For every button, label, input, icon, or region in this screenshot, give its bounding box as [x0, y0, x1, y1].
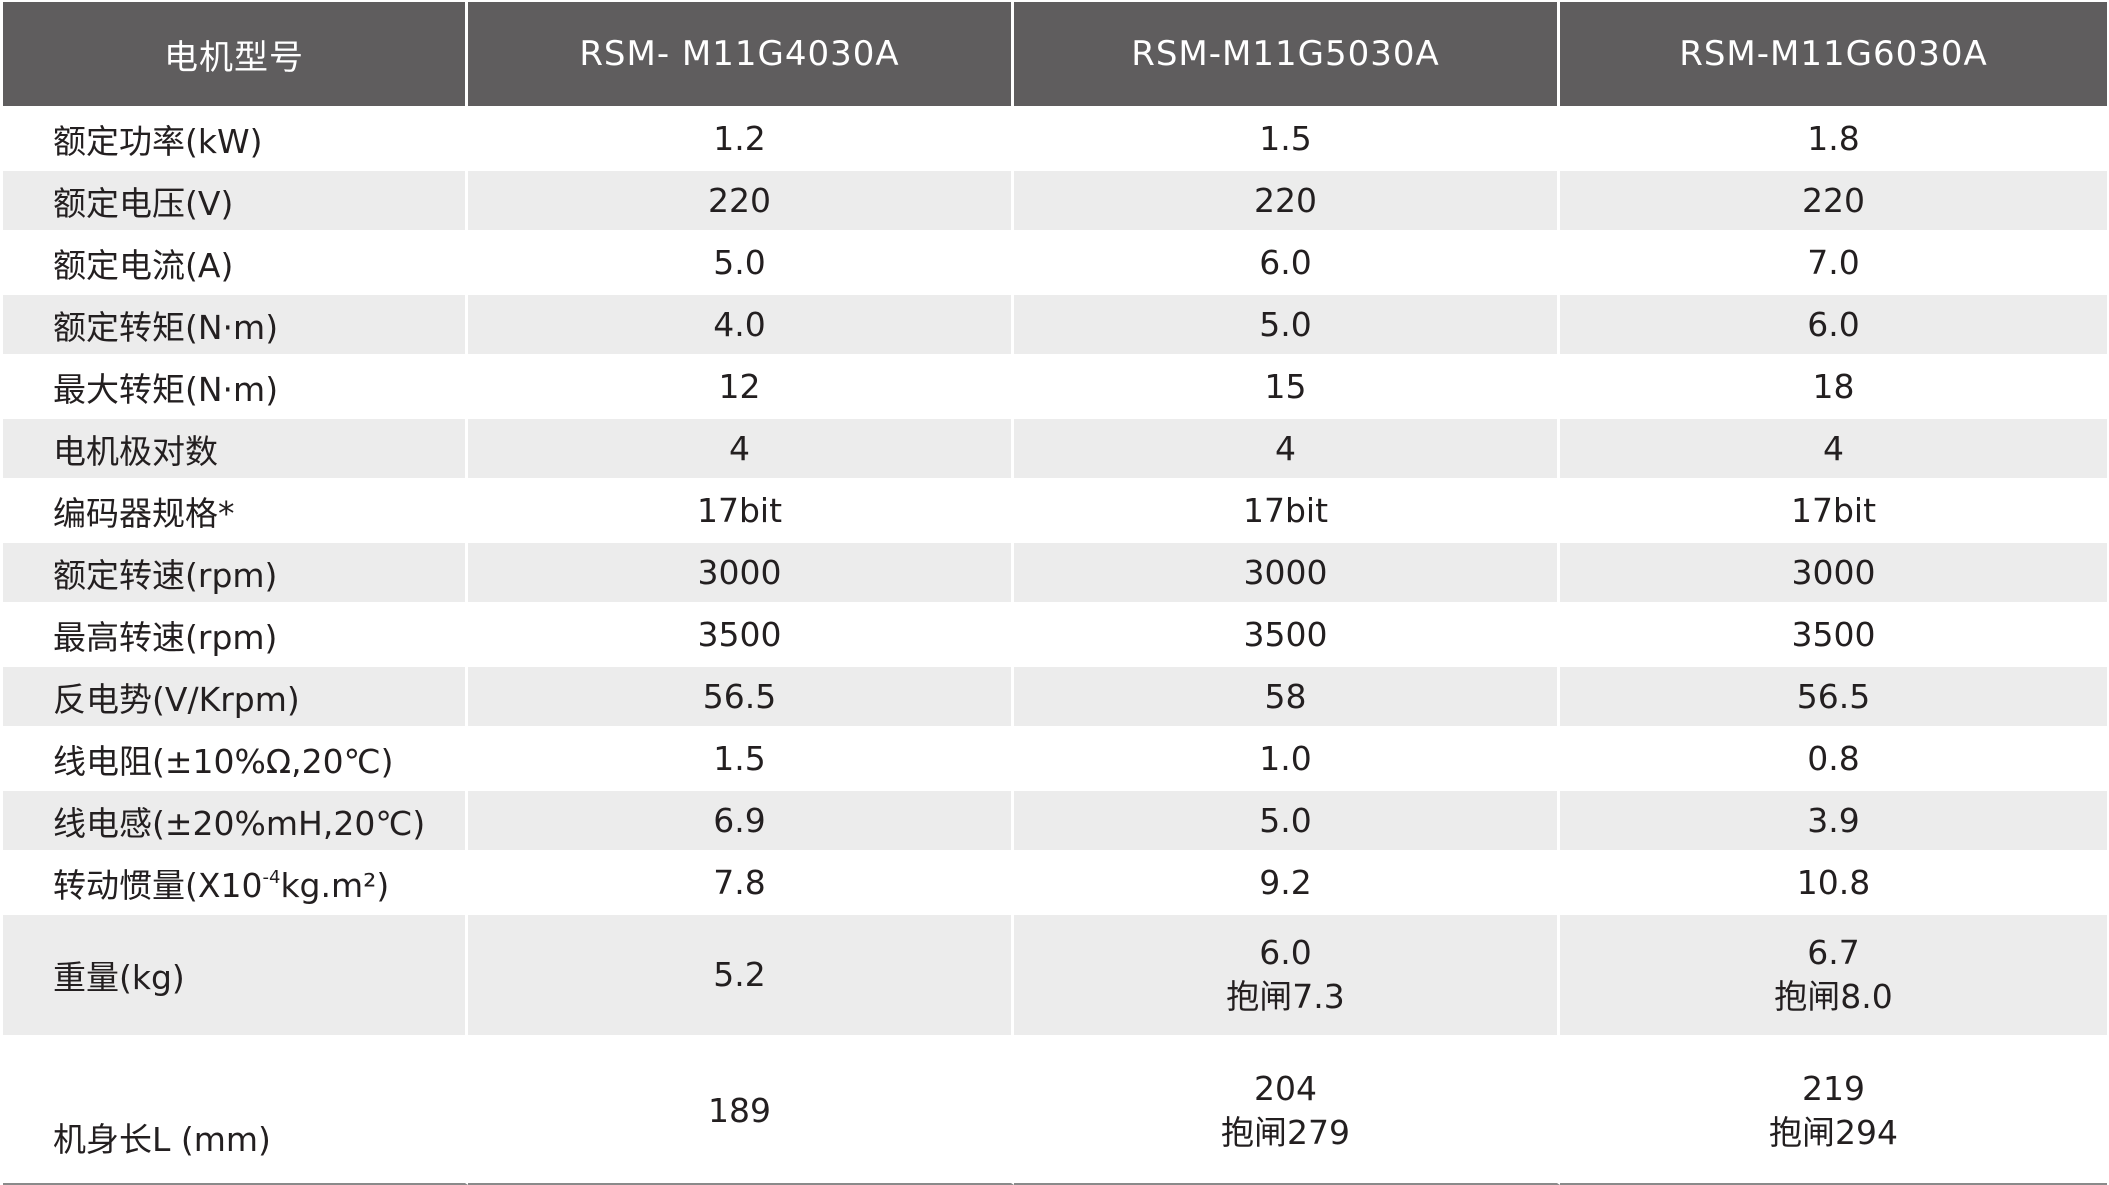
- row-label: 额定电压(V): [3, 168, 468, 230]
- cell-value: 58: [1014, 664, 1560, 726]
- table-row: 编码器规格* 17bit 17bit 17bit: [3, 478, 2107, 540]
- row-label: 重量(kg): [3, 912, 468, 1035]
- cell-value: 189: [468, 1035, 1014, 1185]
- cell-value: 17bit: [1560, 478, 2107, 540]
- cell-value: 17bit: [1014, 478, 1560, 540]
- cell-value: 5.0: [1014, 292, 1560, 354]
- table-row: 反电势(V/Krpm) 56.5 58 56.5: [3, 664, 2107, 726]
- table-row: 线电阻(±10%Ω,20℃) 1.5 1.0 0.8: [3, 726, 2107, 788]
- table-row: 最高转速(rpm) 3500 3500 3500: [3, 602, 2107, 664]
- row-label: 额定电流(A): [3, 230, 468, 292]
- cell-value: 3500: [1560, 602, 2107, 664]
- header-model-3: RSM-M11G6030A: [1560, 2, 2107, 106]
- cell-value: 5.0: [1014, 788, 1560, 850]
- cell-value: 3500: [1014, 602, 1560, 664]
- table-row: 最大转矩(N·m) 12 15 18: [3, 354, 2107, 416]
- cell-value: 17bit: [468, 478, 1014, 540]
- table-row: 机身长L (mm) 189 204 抱闸279 219 抱闸294: [3, 1035, 2107, 1185]
- row-label: 额定转速(rpm): [3, 540, 468, 602]
- cell-line-brake: 抱闸294: [1769, 1112, 1898, 1152]
- cell-value: 204 抱闸279: [1014, 1035, 1560, 1185]
- row-label: 额定功率(kW): [3, 106, 468, 168]
- cell-value: 4: [1560, 416, 2107, 478]
- cell-value: 10.8: [1560, 850, 2107, 912]
- cell-value: 5.2: [468, 912, 1014, 1035]
- cell-value: 1.0: [1014, 726, 1560, 788]
- cell-value: 18: [1560, 354, 2107, 416]
- cell-line-brake: 抱闸279: [1221, 1112, 1350, 1152]
- cell-value: 219 抱闸294: [1560, 1035, 2107, 1185]
- cell-value: 12: [468, 354, 1014, 416]
- row-label: 额定转矩(N·m): [3, 292, 468, 354]
- cell-value: 7.8: [468, 850, 1014, 912]
- cell-value: 6.0: [1014, 230, 1560, 292]
- cell-value: 3000: [468, 540, 1014, 602]
- table-row: 线电感(±20%mH,20℃) 6.9 5.0 3.9: [3, 788, 2107, 850]
- cell-value: 4.0: [468, 292, 1014, 354]
- cell-value: 4: [468, 416, 1014, 478]
- motor-spec-table: 电机型号 RSM- M11G4030A RSM-M11G5030A RSM-M1…: [3, 2, 2107, 1185]
- cell-value: 6.0 抱闸7.3: [1014, 912, 1560, 1035]
- table-row: 电机极对数 4 4 4: [3, 416, 2107, 478]
- cell-line: 6.0: [1259, 933, 1312, 972]
- cell-value: 1.8: [1560, 106, 2107, 168]
- cell-value: 6.0: [1560, 292, 2107, 354]
- table-row: 额定功率(kW) 1.2 1.5 1.8: [3, 106, 2107, 168]
- cell-value: 3500: [468, 602, 1014, 664]
- row-label: 反电势(V/Krpm): [3, 664, 468, 726]
- cell-value: 3.9: [1560, 788, 2107, 850]
- cell-line: 5.2: [713, 955, 766, 994]
- cell-value: 6.9: [468, 788, 1014, 850]
- cell-value: 9.2: [1014, 850, 1560, 912]
- cell-value: 220: [1560, 168, 2107, 230]
- cell-value: 0.8: [1560, 726, 2107, 788]
- header-model-label: 电机型号: [3, 2, 468, 106]
- cell-value: 1.2: [468, 106, 1014, 168]
- label-pre: 转动惯量(X10: [53, 865, 263, 905]
- cell-line: 204: [1254, 1068, 1317, 1108]
- row-label: 转动惯量(X10-4kg.m²): [3, 850, 468, 912]
- cell-value: 56.5: [1560, 664, 2107, 726]
- cell-line: 189: [708, 1090, 771, 1130]
- cell-value: 4: [1014, 416, 1560, 478]
- cell-line: 219: [1802, 1068, 1865, 1108]
- cell-value: 15: [1014, 354, 1560, 416]
- row-label: 最大转矩(N·m): [3, 354, 468, 416]
- header-model-2: RSM-M11G5030A: [1014, 2, 1560, 106]
- table-row: 额定转速(rpm) 3000 3000 3000: [3, 540, 2107, 602]
- cell-value: 1.5: [468, 726, 1014, 788]
- row-label: 最高转速(rpm): [3, 602, 468, 664]
- cell-value: 56.5: [468, 664, 1014, 726]
- row-label: 机身长L (mm): [3, 1035, 468, 1185]
- cell-value: 7.0: [1560, 230, 2107, 292]
- cell-value: 1.5: [1014, 106, 1560, 168]
- row-label: 线电感(±20%mH,20℃): [3, 788, 468, 850]
- label-sup: -4: [262, 866, 281, 888]
- table-row: 重量(kg) 5.2 6.0 抱闸7.3 6.7 抱闸8.0: [3, 912, 2107, 1035]
- row-label: 线电阻(±10%Ω,20℃): [3, 726, 468, 788]
- cell-line-brake: 抱闸7.3: [1226, 977, 1345, 1016]
- cell-value: 3000: [1560, 540, 2107, 602]
- cell-value: 220: [468, 168, 1014, 230]
- header-model-1: RSM- M11G4030A: [468, 2, 1014, 106]
- table-row: 额定电流(A) 5.0 6.0 7.0: [3, 230, 2107, 292]
- cell-value: 5.0: [468, 230, 1014, 292]
- table-row: 额定电压(V) 220 220 220: [3, 168, 2107, 230]
- cell-value: 220: [1014, 168, 1560, 230]
- cell-value: 3000: [1014, 540, 1560, 602]
- cell-line: 6.7: [1807, 933, 1860, 972]
- table-row: 额定转矩(N·m) 4.0 5.0 6.0: [3, 292, 2107, 354]
- table-row: 转动惯量(X10-4kg.m²) 7.8 9.2 10.8: [3, 850, 2107, 912]
- label-post: kg.m²): [280, 865, 390, 905]
- row-label: 编码器规格*: [3, 478, 468, 540]
- row-label: 电机极对数: [3, 416, 468, 478]
- table-header-row: 电机型号 RSM- M11G4030A RSM-M11G5030A RSM-M1…: [3, 2, 2107, 106]
- cell-line-brake: 抱闸8.0: [1774, 977, 1893, 1016]
- cell-value: 6.7 抱闸8.0: [1560, 912, 2107, 1035]
